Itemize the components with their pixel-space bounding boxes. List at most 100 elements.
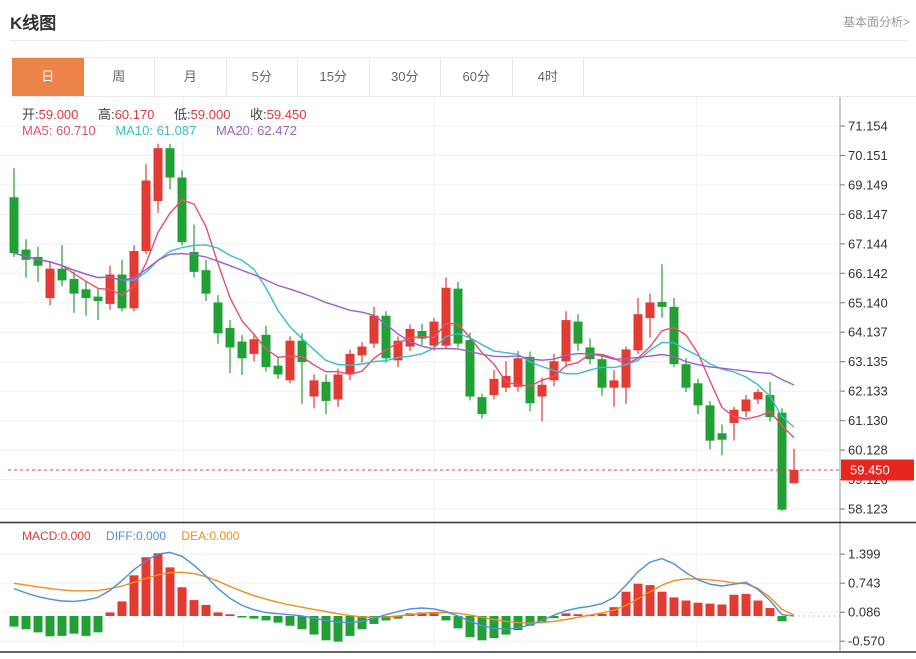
period-tab-bar: 日周月 5分 15分 30分 60分 4时	[12, 57, 916, 97]
macd-bar	[213, 612, 223, 616]
axis-tick-label: 61.130	[848, 413, 888, 428]
candle-body	[513, 358, 523, 387]
candle-body	[321, 381, 331, 401]
dea-value: DEA:0.000	[181, 529, 240, 543]
macd-bar	[297, 616, 307, 630]
candle-body	[45, 268, 55, 299]
macd-bar	[753, 600, 763, 616]
diff-value: DIFF:0.000	[106, 529, 167, 543]
axis-tick-label: 60.128	[848, 443, 888, 458]
macd-bar	[777, 616, 787, 622]
tab-period-0[interactable]: 日	[12, 58, 84, 96]
macd-bar	[441, 616, 451, 621]
axis-tick-label: 66.142	[848, 266, 888, 281]
macd-bar	[669, 597, 679, 616]
candle-body	[633, 314, 643, 351]
candle-body	[249, 339, 259, 354]
macd-bar	[705, 603, 715, 616]
macd-bar	[453, 616, 463, 629]
candle-body	[441, 287, 451, 346]
macd-bar	[9, 616, 19, 627]
candle-body	[177, 177, 187, 243]
macd-bar	[489, 616, 499, 639]
macd-bar	[273, 616, 283, 623]
candle-body	[225, 328, 235, 348]
candle-body	[477, 397, 487, 415]
axis-tick-label: 0.743	[848, 576, 881, 591]
fundamental-analysis-link[interactable]: 基本面分析>	[842, 15, 910, 29]
tab-period-7[interactable]: 4时	[512, 58, 584, 96]
candle-body	[753, 392, 763, 400]
candle-body	[489, 378, 499, 396]
candle-body	[93, 296, 103, 301]
tab-period-5[interactable]: 30分	[369, 58, 441, 96]
diff-line	[13, 551, 795, 631]
candle-body	[333, 374, 343, 400]
macd-bar	[477, 616, 487, 641]
candle-body	[393, 340, 403, 361]
candle-body	[717, 433, 727, 440]
macd-bar	[417, 612, 427, 616]
candle-body	[693, 383, 703, 406]
macd-bar	[57, 616, 67, 636]
candle-body	[297, 340, 307, 363]
low-value: 低:59.000	[174, 107, 231, 122]
tab-period-3[interactable]: 5分	[226, 58, 298, 96]
macd-bar	[189, 600, 199, 616]
macd-bar	[249, 616, 259, 619]
price-axis: 71.154 70.151 69.149 68.147 67.144 66.142 65.1…	[0, 97, 916, 653]
macd-bar	[21, 616, 31, 630]
macd-bar	[681, 600, 691, 616]
candle-body	[285, 340, 295, 381]
candle-body	[417, 330, 427, 339]
macd-bar	[45, 616, 55, 637]
axis-tick-label: 64.137	[848, 325, 888, 340]
macd-bar	[33, 616, 43, 633]
macd-bar	[285, 616, 295, 626]
macd-bar	[345, 616, 355, 636]
current-price-badge	[841, 459, 914, 481]
macd-bar	[261, 616, 271, 621]
axis-tick-label: -0.570	[848, 634, 885, 649]
macd-bar	[645, 585, 655, 616]
macd-bar	[537, 616, 547, 622]
candle-body	[597, 359, 607, 388]
high-value: 高:60.170	[98, 107, 155, 122]
current-price-badge-text: 59.450	[850, 462, 890, 477]
ma5-line	[13, 199, 795, 439]
macd-bar	[765, 608, 775, 616]
candle-body	[537, 384, 547, 397]
candle-body	[345, 353, 355, 375]
candle-body	[621, 349, 631, 388]
macd-bar	[561, 613, 571, 616]
ma-legend: MA5: 60.710 MA10: 61.087 MA20: 62.472	[22, 123, 313, 138]
macd-bar	[609, 607, 619, 616]
macd-bar	[573, 614, 583, 616]
tab-period-6[interactable]: 60分	[441, 58, 513, 96]
candle-body	[9, 197, 19, 254]
ma20-line	[13, 252, 795, 386]
macd-bar	[69, 616, 79, 634]
axis-tick-label: 69.149	[848, 177, 888, 192]
header-divider	[10, 40, 908, 41]
candle-body	[765, 395, 775, 418]
candle-body	[261, 334, 271, 368]
candle-body	[777, 412, 787, 510]
dea-line	[13, 571, 795, 624]
ohlc-legend: 开:59.000 高:60.170 低:59.000 收:59.450	[22, 104, 322, 123]
macd-bar	[81, 616, 91, 636]
macd-bar	[309, 616, 319, 635]
macd-bar	[597, 613, 607, 616]
macd-bar	[549, 616, 559, 619]
tab-period-4[interactable]: 15分	[298, 58, 370, 96]
candle-body	[429, 321, 439, 346]
tab-period-1[interactable]: 周	[83, 58, 155, 96]
candle-body	[33, 256, 43, 266]
candle-body	[381, 315, 391, 359]
tab-period-2[interactable]: 月	[155, 58, 227, 96]
macd-bar	[693, 602, 703, 616]
macd-bar	[225, 614, 235, 616]
ma10-value: MA10: 61.087	[115, 123, 197, 138]
macd-bar	[729, 594, 739, 616]
